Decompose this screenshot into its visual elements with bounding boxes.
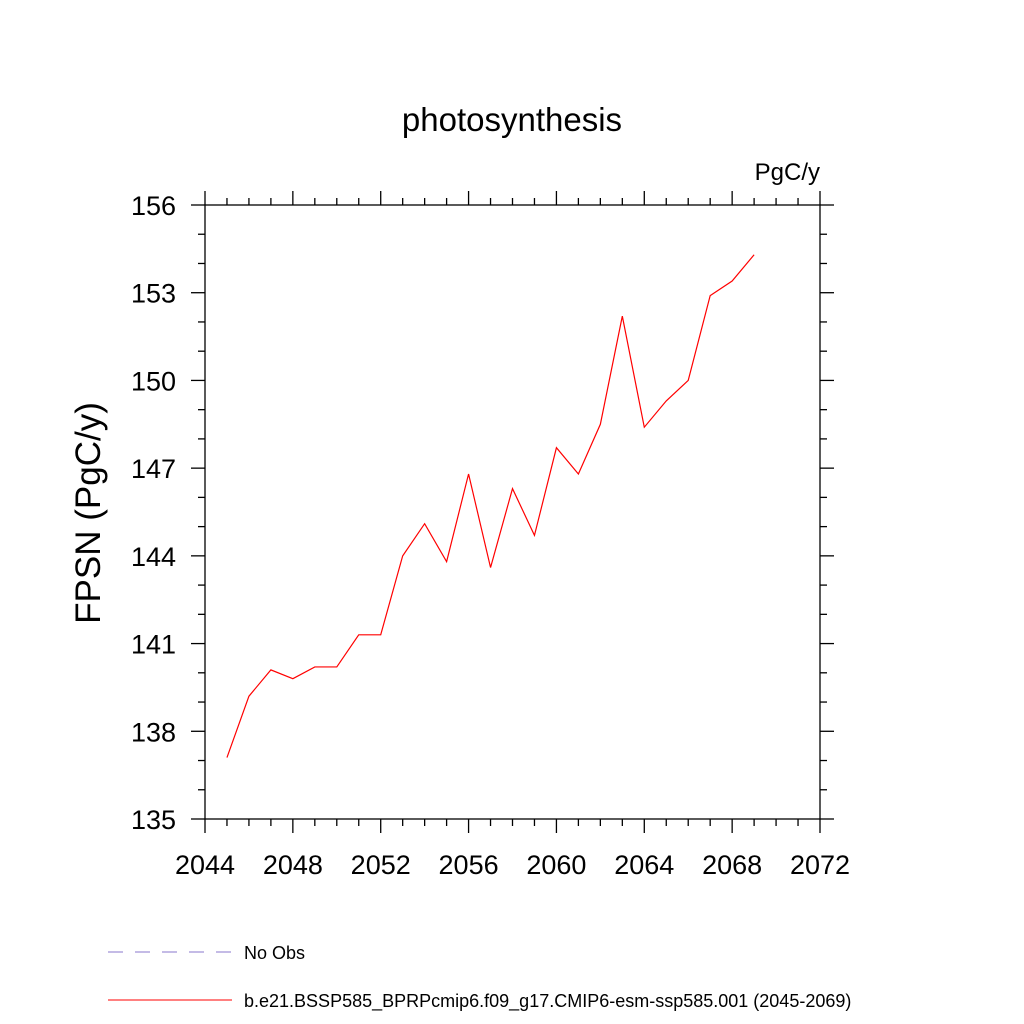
y-tick-label: 150	[131, 366, 176, 396]
y-tick-label: 144	[131, 542, 176, 572]
legend-label: No Obs	[244, 943, 305, 963]
chart-title: photosynthesis	[402, 101, 622, 138]
y-tick-label: 135	[131, 805, 176, 835]
series-layer	[226, 254, 755, 758]
y-tick-label: 141	[131, 630, 176, 660]
x-tick-label: 2064	[614, 850, 674, 880]
x-tick-label: 2060	[526, 850, 586, 880]
x-tick-label: 2056	[439, 850, 499, 880]
legend: No Obs b.e21.BSSP585_BPRPcmip6.f09_g17.CM…	[108, 943, 851, 1012]
x-tick-label: 2044	[175, 850, 235, 880]
plot-frame	[204, 204, 821, 820]
x-tick-label: 2052	[351, 850, 411, 880]
y-tick-label: 153	[131, 279, 176, 309]
y-tick-label: 156	[131, 191, 176, 221]
y-tick-label: 147	[131, 454, 176, 484]
units-label: PgC/y	[755, 159, 820, 186]
legend-label: b.e21.BSSP585_BPRPcmip6.f09_g17.CMIP6-es…	[244, 991, 851, 1012]
x-tick-label: 2072	[790, 850, 850, 880]
axis-ticks: 2044 2048 2052 2056 2060 2064 2068 2072 135 138 14…	[131, 191, 850, 880]
y-tick-label: 138	[131, 717, 176, 747]
x-tick-label: 2048	[263, 850, 323, 880]
y-axis-label: FPSN (PgC/y)	[69, 402, 108, 624]
x-tick-label: 2068	[702, 850, 762, 880]
series-line	[226, 254, 755, 758]
